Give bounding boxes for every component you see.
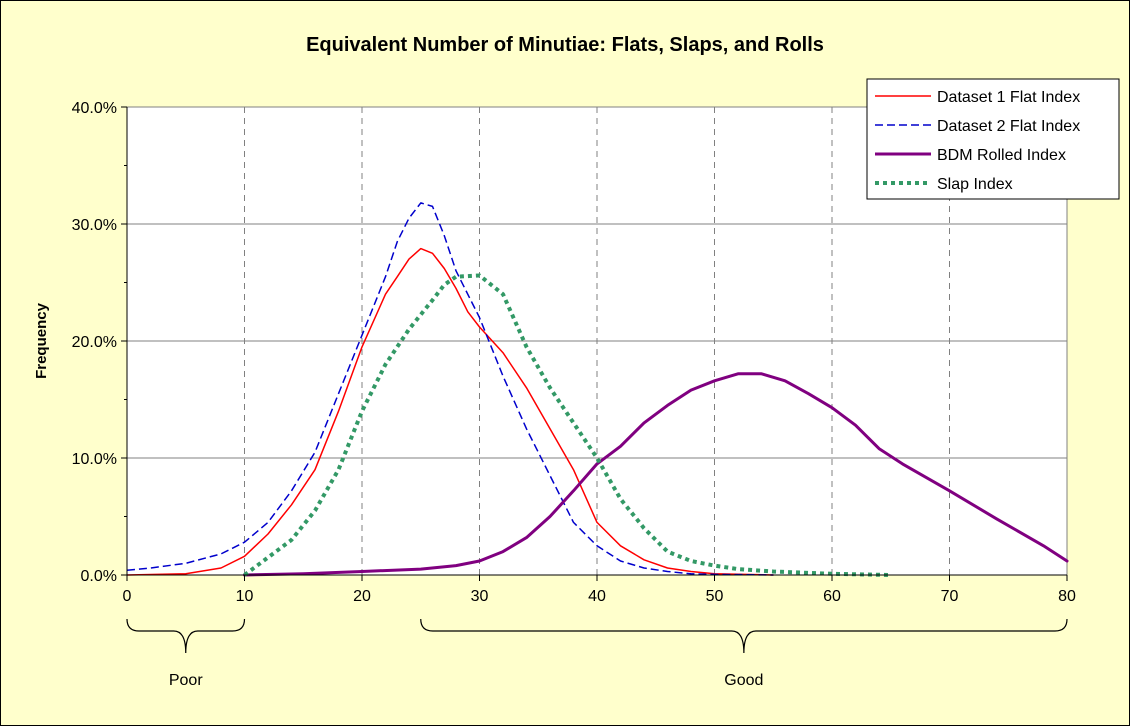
series-line-4 — [243, 273, 891, 577]
legend-label: Dataset 1 Flat Index — [937, 89, 1080, 106]
brace-poor — [126, 618, 246, 654]
y-axis-label: Frequency — [33, 302, 50, 379]
chart-title: Equivalent Number of Minutiae: Flats, Sl… — [306, 34, 824, 56]
brace-good — [420, 618, 1068, 654]
x-tick-label: 70 — [941, 588, 959, 605]
x-tick-label: 10 — [236, 588, 254, 605]
series-line-1 — [126, 247, 775, 576]
x-tick-label: 80 — [1058, 588, 1076, 605]
series-line-3 — [243, 372, 1069, 577]
grid-layer — [127, 106, 1068, 575]
legend: Dataset 1 Flat Index Dataset 2 Flat Index… — [866, 78, 1120, 200]
legend-label: BDM Rolled Index — [937, 147, 1066, 164]
axis-layer: 0.0% 10.0% 20.0% 30.0% 40.0% 0 10 20 30 40 50 60 70 8… — [72, 100, 1076, 605]
y-tick-label: 40.0% — [72, 100, 117, 117]
y-tick-label: 20.0% — [72, 334, 117, 351]
x-tick-label: 30 — [471, 588, 489, 605]
annotation-layer: Poor Good — [126, 618, 1068, 689]
annotation-poor: Poor — [169, 672, 203, 689]
series-layer — [126, 202, 1069, 577]
x-tick-label: 50 — [706, 588, 724, 605]
legend-label: Slap Index — [937, 176, 1013, 193]
x-tick-label: 0 — [123, 588, 132, 605]
y-tick-label: 10.0% — [72, 451, 117, 468]
legend-box — [866, 78, 1120, 200]
x-tick-label: 60 — [823, 588, 841, 605]
y-tick-label: 0.0% — [81, 568, 117, 585]
legend-label: Dataset 2 Flat Index — [937, 118, 1080, 135]
series-line-2 — [126, 202, 774, 576]
y-tick-label: 30.0% — [72, 217, 117, 234]
x-tick-label: 20 — [353, 588, 371, 605]
x-tick-label: 40 — [588, 588, 606, 605]
annotation-good: Good — [724, 672, 763, 689]
